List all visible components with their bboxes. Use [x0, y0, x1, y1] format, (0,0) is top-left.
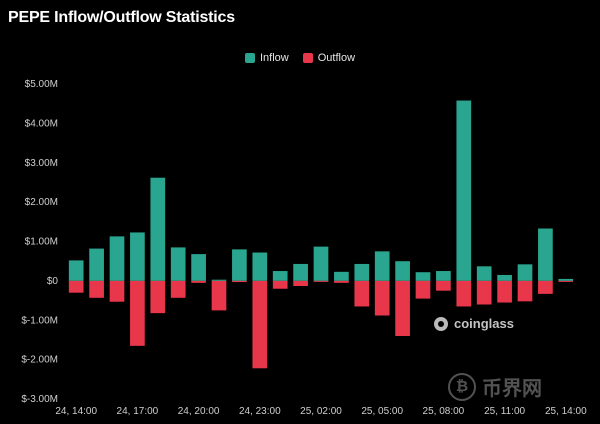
y-tick-label: $1.00M	[25, 237, 58, 248]
inflow-bar	[130, 232, 145, 281]
x-tick-label: 25, 05:00	[361, 406, 403, 417]
x-tick-label: 25, 08:00	[423, 406, 465, 417]
outflow-bar	[68, 280, 84, 293]
x-tick-label: 25, 02:00	[300, 406, 342, 417]
legend-label-outflow: Outflow	[317, 52, 356, 64]
x-tick-label: 24, 17:00	[117, 406, 159, 417]
site-watermark: ₿ 币界网	[448, 372, 542, 401]
inflow-bar	[374, 251, 390, 281]
chart-legend: Inflow Outflow	[0, 52, 600, 64]
outflow-bar	[334, 280, 349, 283]
y-tick-label: $2.00M	[25, 197, 58, 208]
inflow-bar	[415, 272, 431, 281]
outflow-bar	[374, 280, 390, 316]
site-watermark-text: 币界网	[482, 378, 542, 400]
inflow-bar	[252, 252, 268, 281]
outflow-bar	[191, 280, 206, 283]
outflow-bar	[395, 280, 410, 336]
inflow-bar	[395, 261, 410, 281]
watermark-text: coinglass	[454, 316, 514, 331]
x-tick-label: 24, 23:00	[239, 406, 281, 417]
y-tick-label: $3.00M	[25, 158, 58, 169]
x-tick-label: 25, 14:00	[545, 406, 587, 417]
outflow-bar	[517, 280, 533, 302]
inflow-bar	[497, 274, 512, 281]
inflow-bar	[293, 263, 308, 281]
y-tick-label: $-2.00M	[21, 355, 58, 366]
y-tick-label: $0	[47, 276, 59, 287]
inflow-bar	[272, 271, 288, 281]
x-tick-label: 24, 14:00	[55, 406, 97, 417]
outflow-bar	[109, 280, 125, 302]
outflow-bar	[232, 280, 247, 283]
inflow-bar	[538, 228, 553, 281]
y-tick-label: $5.00M	[25, 79, 58, 90]
legend-item-outflow[interactable]: Outflow	[302, 52, 356, 64]
inflow-bar	[436, 271, 451, 281]
legend-label-inflow: Inflow	[259, 52, 289, 64]
outflow-bar	[89, 280, 104, 298]
inflow-bar	[558, 278, 574, 281]
outflow-bar	[252, 280, 268, 369]
inflow-bar	[89, 248, 104, 281]
x-tick-label: 25, 11:00	[484, 406, 525, 417]
inflow-bar	[68, 260, 84, 281]
legend-swatch-inflow	[244, 53, 255, 63]
y-tick-label: $-3.00M	[21, 394, 58, 405]
outflow-bar	[558, 280, 574, 282]
outflow-bar	[436, 280, 451, 291]
inflow-bar	[170, 247, 186, 281]
outflow-bar	[497, 280, 512, 303]
outflow-bar	[211, 280, 227, 311]
x-tick-label: 24, 20:00	[178, 406, 220, 417]
inflow-bar	[517, 264, 533, 281]
outflow-bar	[293, 280, 308, 286]
outflow-bar	[456, 280, 472, 307]
y-tick-label: $4.00M	[25, 118, 58, 129]
inflow-bar	[354, 263, 370, 281]
chart-title: PEPE Inflow/Outflow Statistics	[8, 9, 235, 26]
coinglass-watermark: coinglass	[434, 316, 514, 331]
inflow-bar	[232, 249, 247, 281]
bitcoin-coin-icon: ₿	[448, 372, 476, 401]
outflow-bar	[150, 280, 166, 314]
inflow-bar	[476, 266, 492, 281]
inflow-bar	[211, 279, 227, 281]
outflow-bar	[313, 280, 329, 282]
legend-item-inflow[interactable]: Inflow	[244, 52, 289, 64]
y-tick-label: $-1.00M	[21, 315, 58, 326]
inflow-bar	[150, 177, 166, 281]
outflow-bar	[130, 280, 145, 346]
outflow-bar	[272, 280, 288, 289]
inflow-bar	[191, 254, 206, 281]
outflow-bar	[415, 280, 431, 299]
outflow-bar	[476, 280, 492, 305]
outflow-bar	[354, 280, 370, 307]
legend-swatch-outflow	[302, 53, 313, 63]
inflow-bar	[334, 271, 349, 281]
outflow-bar	[538, 280, 553, 294]
inflow-bar	[456, 100, 472, 281]
inflow-bar	[109, 236, 125, 281]
inflow-bar	[313, 246, 329, 281]
outflow-bar	[170, 280, 186, 298]
coinglass-logo-icon	[434, 316, 448, 331]
